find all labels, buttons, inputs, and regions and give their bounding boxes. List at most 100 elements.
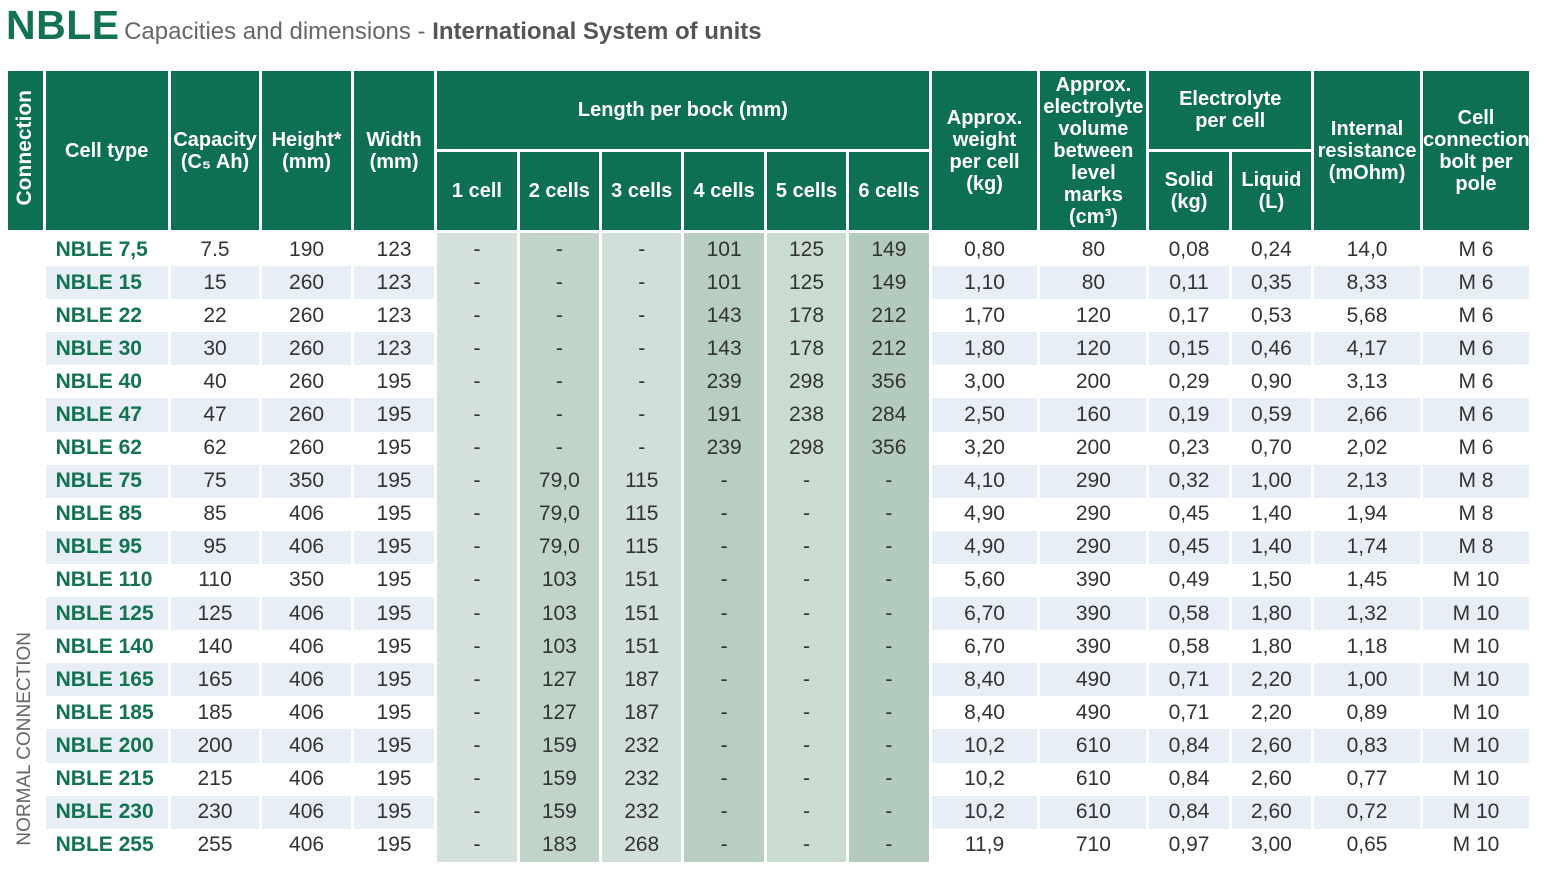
len-2-cell: - bbox=[519, 266, 600, 300]
bolt-cell: M 10 bbox=[1422, 563, 1529, 598]
header-capacity: Capacity (C₅ Ah) bbox=[170, 71, 260, 233]
volume-cell: 200 bbox=[1040, 431, 1147, 465]
table-row: NBLE 40 40 260 195- - -239 298 356 3,00 200 0,29 0,… bbox=[8, 365, 1529, 399]
bolt-cell: M 8 bbox=[1422, 464, 1529, 498]
solid-cell: 0,11 bbox=[1149, 266, 1229, 300]
len-5-cell: - bbox=[766, 630, 847, 664]
len-5-cell: - bbox=[766, 729, 847, 763]
width-cell: 195 bbox=[353, 464, 435, 498]
volume-cell: 390 bbox=[1040, 630, 1147, 664]
table-row: NBLE 165 165 406 195-127 187- - -8,40 490 0,71 2,… bbox=[8, 663, 1529, 697]
solid-cell: 0,84 bbox=[1149, 762, 1229, 796]
len-2-cell: - bbox=[519, 365, 600, 399]
weight-cell: 6,70 bbox=[931, 630, 1038, 664]
len-4-cell: - bbox=[684, 696, 764, 730]
len-1-cell: - bbox=[437, 729, 517, 763]
weight-cell: 4,10 bbox=[931, 464, 1038, 498]
resistance-cell: 1,45 bbox=[1314, 563, 1420, 598]
solid-cell: 0,58 bbox=[1149, 597, 1229, 631]
weight-cell: 3,00 bbox=[931, 365, 1038, 399]
capacity-cell: 230 bbox=[170, 795, 260, 829]
len-4-cell: 143 bbox=[684, 299, 764, 333]
solid-cell: 0,71 bbox=[1149, 663, 1229, 697]
len-3-cell: 187 bbox=[602, 696, 682, 730]
width-cell: 195 bbox=[353, 365, 435, 399]
len-5-cell: - bbox=[766, 762, 847, 796]
len-5-cell: - bbox=[766, 597, 847, 631]
weight-cell: 4,90 bbox=[931, 497, 1038, 531]
table-body: NORMAL CONNECTION NBLE 7,5 7.5 190 123- - -101… bbox=[8, 233, 1529, 862]
len-2-cell: 183 bbox=[519, 828, 600, 862]
bolt-cell: M 10 bbox=[1422, 597, 1529, 631]
resistance-cell: 0,72 bbox=[1314, 795, 1420, 829]
len-1-cell: - bbox=[437, 563, 517, 598]
weight-cell: 10,2 bbox=[931, 729, 1038, 763]
len-2-cell: - bbox=[519, 398, 600, 432]
cell-type-cell: NBLE 47 bbox=[45, 398, 168, 432]
len-2-cell: 103 bbox=[519, 563, 600, 598]
cell-type-cell: NBLE 165 bbox=[45, 663, 168, 697]
bolt-cell: M 6 bbox=[1422, 332, 1529, 366]
volume-cell: 80 bbox=[1040, 266, 1147, 300]
cell-type-cell: NBLE 255 bbox=[45, 828, 168, 862]
height-cell: 406 bbox=[262, 828, 351, 862]
len-5-cell: 298 bbox=[766, 365, 847, 399]
resistance-cell: 4,17 bbox=[1314, 332, 1420, 366]
len-5-cell: - bbox=[766, 530, 847, 564]
len-5-cell: 178 bbox=[766, 332, 847, 366]
len-4-cell: - bbox=[684, 464, 764, 498]
len-4-cell: 191 bbox=[684, 398, 764, 432]
bolt-cell: M 10 bbox=[1422, 630, 1529, 664]
len-6-cell: - bbox=[849, 464, 929, 498]
volume-cell: 490 bbox=[1040, 696, 1147, 730]
weight-cell: 3,20 bbox=[931, 431, 1038, 465]
resistance-cell: 8,33 bbox=[1314, 266, 1420, 300]
len-1-cell: - bbox=[437, 795, 517, 829]
header-electrolyte-group: Electrolyte per cell bbox=[1149, 71, 1312, 152]
len-5-cell: 125 bbox=[766, 266, 847, 300]
solid-cell: 0,45 bbox=[1149, 497, 1229, 531]
volume-cell: 610 bbox=[1040, 795, 1147, 829]
len-5-cell: 238 bbox=[766, 398, 847, 432]
capacity-cell: 185 bbox=[170, 696, 260, 730]
height-cell: 406 bbox=[262, 762, 351, 796]
connection-type-cell: NORMAL CONNECTION bbox=[8, 233, 43, 862]
len-4-cell: 101 bbox=[684, 266, 764, 300]
bolt-cell: M 10 bbox=[1422, 663, 1529, 697]
connection-label: NORMAL CONNECTION bbox=[14, 632, 36, 846]
bolt-cell: M 6 bbox=[1422, 266, 1529, 300]
len-3-cell: 115 bbox=[602, 530, 682, 564]
volume-cell: 120 bbox=[1040, 332, 1147, 366]
width-cell: 123 bbox=[353, 332, 435, 366]
header-height: Height* (mm) bbox=[262, 71, 351, 233]
volume-cell: 610 bbox=[1040, 762, 1147, 796]
len-3-cell: 115 bbox=[602, 464, 682, 498]
height-cell: 260 bbox=[262, 332, 351, 366]
liquid-cell: 1,40 bbox=[1231, 497, 1312, 531]
table-row: NBLE 110 110 350 195-103 151- - -5,60 390 0,49 1,… bbox=[8, 563, 1529, 598]
len-4-cell: - bbox=[684, 663, 764, 697]
capacity-cell: 215 bbox=[170, 762, 260, 796]
len-5-cell: - bbox=[766, 497, 847, 531]
liquid-cell: 2,20 bbox=[1231, 696, 1312, 730]
len-2-cell: 79,0 bbox=[519, 497, 600, 531]
resistance-cell: 3,13 bbox=[1314, 365, 1420, 399]
len-6-cell: - bbox=[849, 828, 929, 862]
len-3-cell: 151 bbox=[602, 563, 682, 598]
height-cell: 406 bbox=[262, 497, 351, 531]
capacity-cell: 85 bbox=[170, 497, 260, 531]
len-1-cell: - bbox=[437, 365, 517, 399]
len-4-cell: - bbox=[684, 563, 764, 598]
len-2-cell: - bbox=[519, 431, 600, 465]
header-width: Width (mm) bbox=[353, 71, 435, 233]
volume-cell: 390 bbox=[1040, 597, 1147, 631]
bolt-cell: M 6 bbox=[1422, 233, 1529, 267]
table-header: Connection Cell type Capacity (C₅ Ah) Hei… bbox=[8, 71, 1530, 233]
bolt-cell: M 6 bbox=[1422, 365, 1529, 399]
weight-cell: 1,10 bbox=[931, 266, 1038, 300]
cell-type-cell: NBLE 40 bbox=[45, 365, 168, 399]
volume-cell: 490 bbox=[1040, 663, 1147, 697]
len-4-cell: - bbox=[684, 828, 764, 862]
len-1-cell: - bbox=[437, 597, 517, 631]
height-cell: 406 bbox=[262, 630, 351, 664]
